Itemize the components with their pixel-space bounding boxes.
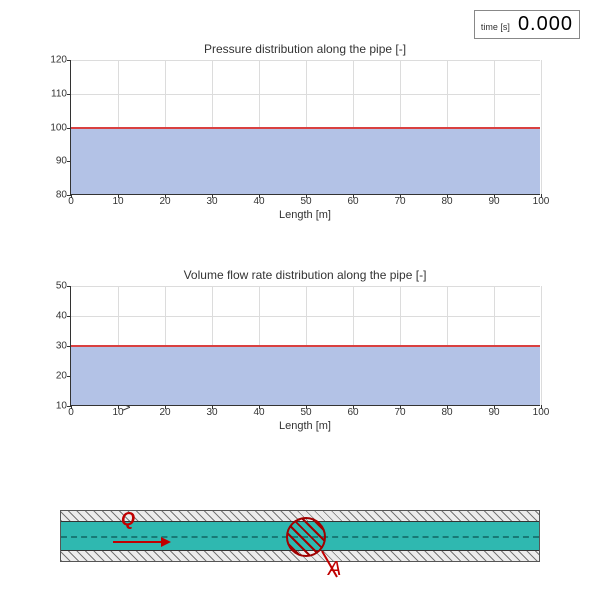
x-tick-mark — [212, 194, 213, 198]
flow-arrow-head-icon — [161, 537, 171, 547]
time-value: 0.000 — [518, 13, 573, 36]
time-label: time [s] — [481, 22, 510, 32]
flow-arrow-shaft — [113, 541, 161, 543]
x-tick-mark — [306, 405, 307, 409]
flowrate-chart: Volume flow rate distribution along the … — [70, 268, 540, 432]
x-tick-mark — [494, 194, 495, 198]
chart-title: Volume flow rate distribution along the … — [70, 268, 540, 282]
x-tick-mark — [259, 194, 260, 198]
series-fill — [71, 128, 540, 195]
y-tick-mark — [67, 286, 71, 287]
series-line — [71, 345, 540, 347]
x-tick-mark — [494, 405, 495, 409]
y-tick-mark — [67, 316, 71, 317]
gridline-v — [541, 286, 542, 405]
pipe-diagram: Q A — [60, 510, 540, 562]
x-tick-mark — [212, 405, 213, 409]
x-tick-mark — [447, 194, 448, 198]
x-tick-mark — [541, 194, 542, 198]
x-tick-mark — [400, 194, 401, 198]
a-label: A — [328, 558, 341, 581]
x-tick-mark — [541, 405, 542, 409]
x-tick-mark — [353, 405, 354, 409]
y-tick-mark — [67, 94, 71, 95]
x-tick-mark — [400, 405, 401, 409]
gridline-v — [541, 60, 542, 194]
plot-area: 80901001101200102030405060708090100 — [70, 60, 540, 195]
x-axis-label: Length [m] — [70, 209, 540, 221]
chart-title: Pressure distribution along the pipe [-] — [70, 42, 540, 56]
pipe-body: Q — [60, 510, 540, 562]
x-axis-label: Length [m] — [70, 420, 540, 432]
x-tick-mark — [353, 194, 354, 198]
x-tick-mark — [165, 194, 166, 198]
x-tick-mark — [259, 405, 260, 409]
x-tick-mark — [165, 405, 166, 409]
x-tick-mark — [306, 194, 307, 198]
x-tick-mark — [71, 194, 72, 198]
pressure-chart: Pressure distribution along the pipe [-]… — [70, 42, 540, 221]
series-fill — [71, 346, 540, 405]
time-display: time [s] 0.000 — [474, 10, 580, 39]
q-label: Q — [121, 509, 135, 530]
series-line — [71, 127, 540, 129]
y-tick-mark — [67, 60, 71, 61]
plot-area: 10203040500102030405060708090100 — [70, 286, 540, 406]
x-tick-mark — [118, 405, 119, 409]
x-tick-mark — [71, 405, 72, 409]
x-tick-mark — [447, 405, 448, 409]
x-tick-mark — [118, 194, 119, 198]
